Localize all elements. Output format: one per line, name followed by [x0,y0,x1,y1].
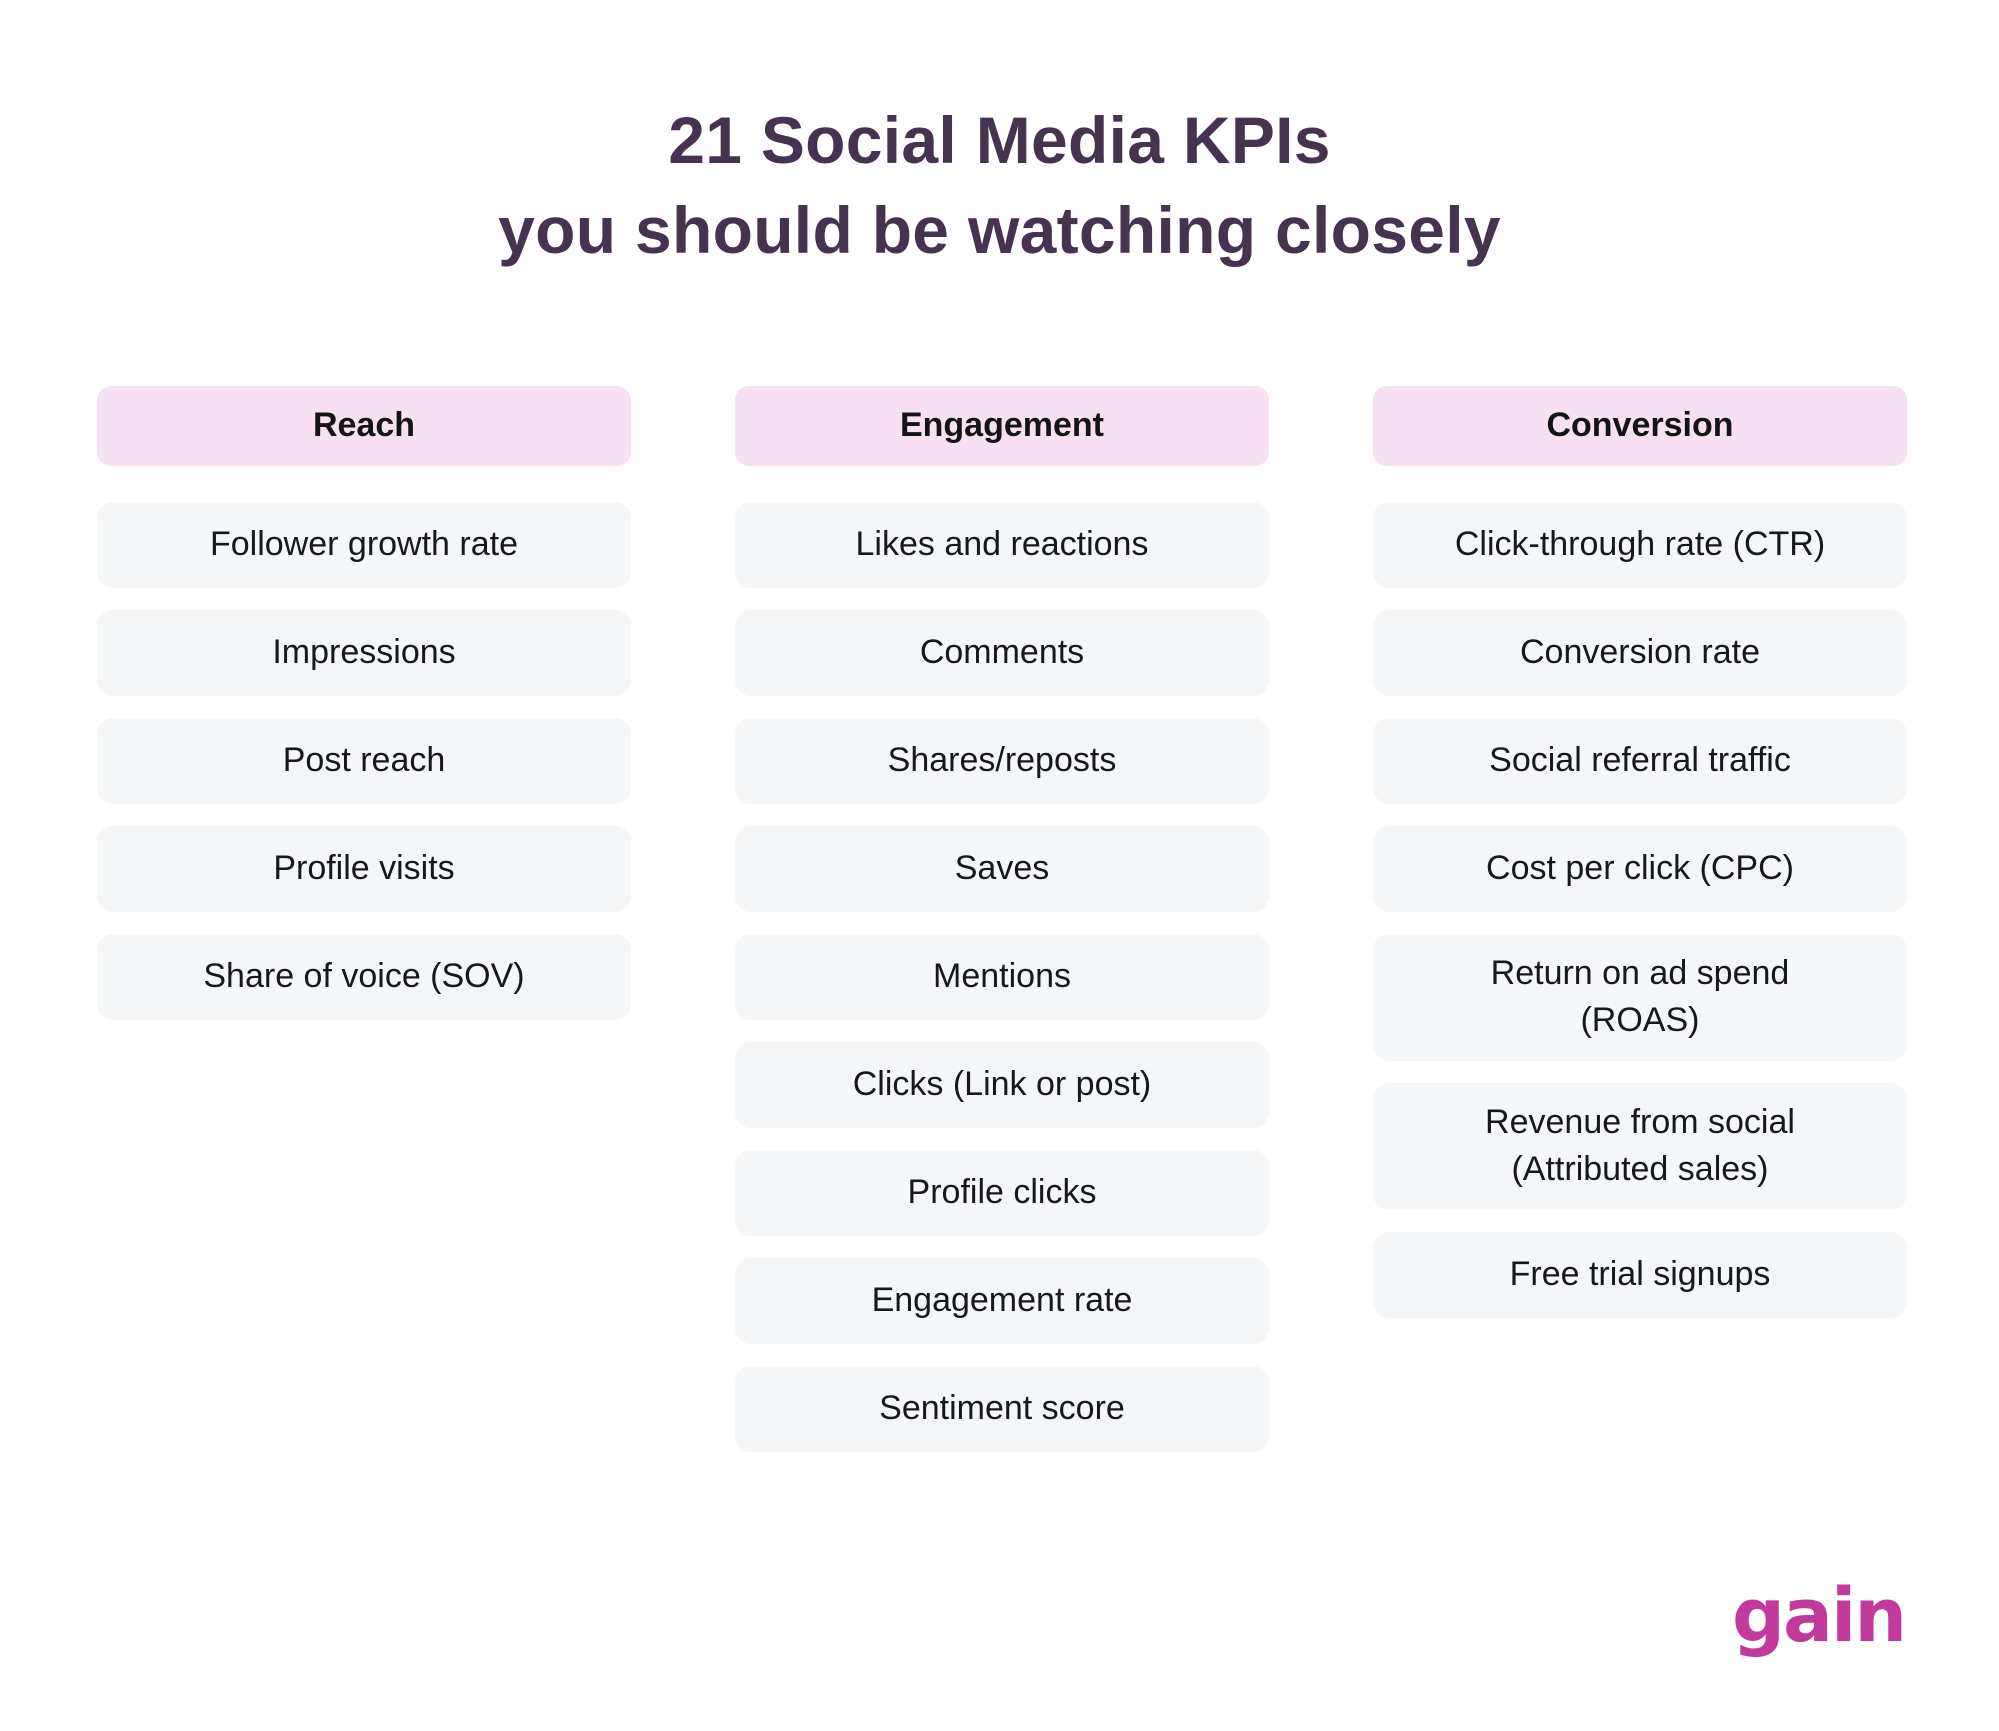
kpi-item: Profile clicks [735,1149,1269,1236]
kpi-item: Return on ad spend (ROAS) [1373,933,1907,1061]
column-items: Click-through rate (CTR) Conversion rate… [1373,501,1907,1318]
kpi-item: Sentiment score [735,1365,1269,1452]
column-items: Follower growth rate Impressions Post re… [97,501,631,1020]
kpi-item: Cost per click (CPC) [1373,825,1907,912]
kpi-item: Revenue from social (Attributed sales) [1373,1082,1907,1210]
kpi-column: Reach Follower growth rate Impressions P… [97,385,631,1020]
kpi-item: Saves [735,825,1269,912]
kpi-item: Conversion rate [1373,609,1907,696]
kpi-item: Social referral traffic [1373,717,1907,804]
kpi-item: Post reach [97,717,631,804]
kpi-item: Shares/reposts [735,717,1269,804]
page-title: 21 Social Media KPIs you should be watchi… [0,0,1999,276]
kpi-item: Share of voice (SOV) [97,933,631,1020]
gain-logo: gain [1732,1573,1907,1659]
page-title-line1: 21 Social Media KPIs [668,103,1331,177]
kpi-item: Follower growth rate [97,501,631,588]
column-header: Engagement [735,385,1269,466]
kpi-item: Profile visits [97,825,631,912]
kpi-item: Likes and reactions [735,501,1269,588]
kpi-item: Mentions [735,933,1269,1020]
kpi-item: Comments [735,609,1269,696]
kpi-item: Free trial signups [1373,1231,1907,1318]
kpi-item: Clicks (Link or post) [735,1041,1269,1128]
kpi-item: Click-through rate (CTR) [1373,501,1907,588]
kpi-column: Engagement Likes and reactions Comments … [735,385,1269,1452]
kpi-item: Impressions [97,609,631,696]
kpi-columns: Reach Follower growth rate Impressions P… [0,385,1999,1452]
page-title-line2: you should be watching closely [498,192,1501,267]
column-header: Conversion [1373,385,1907,466]
kpi-column: Conversion Click-through rate (CTR) Conv… [1373,385,1907,1318]
column-header: Reach [97,385,631,466]
column-items: Likes and reactions Comments Shares/repo… [735,501,1269,1452]
kpi-item: Engagement rate [735,1257,1269,1344]
